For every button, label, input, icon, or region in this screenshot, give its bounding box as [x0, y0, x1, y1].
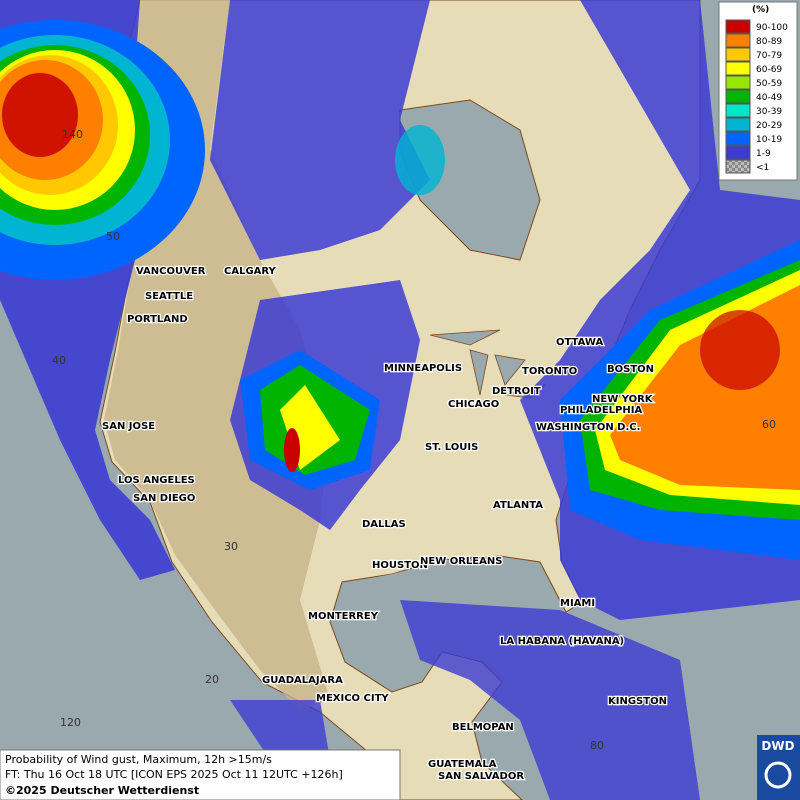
grid-label: 40 [52, 354, 66, 367]
legend-swatch [725, 61, 751, 76]
city-label: MONTERREY [308, 611, 379, 622]
legend-title: (%) [752, 5, 769, 15]
city-label: VANCOUVER [136, 266, 206, 277]
city-label: WASHINGTON D.C. [536, 422, 640, 433]
city-label: OTTAWA [556, 337, 603, 348]
city-label: MIAMI [560, 598, 595, 609]
legend-label: 30-39 [756, 107, 782, 117]
footer-line: FT: Thu 16 Oct 18 UTC [ICON EPS 2025 Oct… [5, 768, 343, 781]
city-label: NEW YORK [592, 394, 654, 405]
legend-label: 1-9 [756, 149, 771, 159]
great-lakes [429, 329, 546, 399]
legend-label: 60-69 [756, 65, 782, 75]
legend-label: 40-49 [756, 93, 782, 103]
city-label: SAN JOSE [102, 421, 155, 432]
legend-label: 10-19 [756, 135, 782, 145]
legend-swatch [725, 75, 751, 90]
legend-swatch [725, 33, 751, 48]
footer: Probability of Wind gust, Maximum, 12h >… [0, 749, 401, 800]
legend-swatch [725, 117, 751, 132]
footer-line: Probability of Wind gust, Maximum, 12h >… [5, 753, 272, 766]
legend-swatch [725, 159, 751, 174]
city-label: MEXICO CITY [316, 693, 389, 704]
legend-swatch [725, 131, 751, 146]
grid-label: 30 [224, 540, 238, 553]
grid-labels: 140 50 40 60 30 20 120 80 [52, 128, 776, 752]
logo-swirl [764, 761, 792, 789]
legend-label: 70-79 [756, 51, 782, 61]
legend-swatch [725, 19, 751, 34]
city-label: KINGSTON [608, 696, 667, 707]
city-label: GUATEMALA [428, 759, 497, 770]
footer-line: ©2025 Deutscher Wetterdienst [5, 784, 199, 797]
legend-swatch [725, 145, 751, 160]
legend-label: 90-100 [756, 23, 788, 33]
city-label: DETROIT [492, 386, 541, 397]
logo-box [757, 735, 800, 800]
legend-swatch [725, 89, 751, 104]
legend-label: 20-29 [756, 121, 782, 131]
city-label: CALGARY [224, 266, 277, 277]
city-label: PHILADELPHIA [560, 405, 642, 416]
footer-box [0, 749, 401, 800]
legend-swatch [725, 47, 751, 62]
legend-label: 50-59 [756, 79, 782, 89]
city-label: GUADALAJARA [262, 675, 343, 686]
city-label: MINNEAPOLIS [384, 363, 462, 374]
city-label: BOSTON [607, 364, 654, 375]
grid-label: 140 [62, 128, 83, 141]
city-label: HOUSTON [372, 560, 428, 571]
legend-label: <1 [756, 163, 769, 173]
city-label: TORONTO [522, 366, 577, 377]
city-label: SEATTLE [145, 291, 193, 302]
city-label: ATLANTA [493, 500, 543, 511]
grid-label: 60 [762, 418, 776, 431]
city-labels: VANCOUVER CALGARY SEATTLE PORTLAND MINNEAPOL… [101, 265, 668, 784]
logo: DWD [757, 735, 800, 800]
city-label: CHICAGO [448, 399, 499, 410]
grid-label: 80 [590, 739, 604, 752]
city-label: LOS ANGELES [118, 475, 195, 486]
grid-label: 50 [106, 230, 120, 243]
logo-text: DWD [761, 739, 794, 753]
legend: (%) 90-100 80-89 70-79 60-69 50-59 40-49 30-39… [718, 1, 798, 181]
legend-swatch [725, 103, 751, 118]
city-label: BELMOPAN [452, 722, 514, 733]
city-label: LA HABANA (HAVANA) [500, 636, 624, 647]
city-label: PORTLAND [127, 314, 188, 325]
city-label: DALLAS [362, 519, 406, 530]
grid-label: 20 [205, 673, 219, 686]
city-label: ST. LOUIS [425, 442, 478, 453]
city-label: SAN DIEGO [133, 493, 195, 504]
city-label: SAN SALVADOR [438, 771, 524, 782]
city-label: NEW ORLEANS [420, 556, 502, 567]
legend-label: 80-89 [756, 37, 782, 47]
grid-label: 120 [60, 716, 81, 729]
